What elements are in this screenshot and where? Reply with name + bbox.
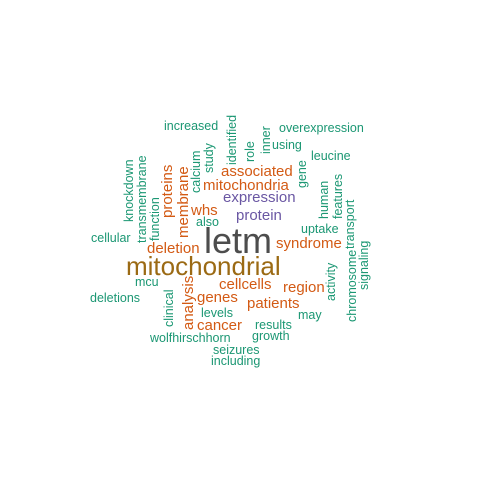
word-gene: gene: [295, 160, 309, 188]
word-genes: genes: [197, 289, 238, 306]
word-inner: inner: [259, 126, 273, 154]
word-role: role: [243, 141, 257, 162]
word-identified: identified: [225, 114, 239, 165]
word-results: results: [255, 318, 292, 332]
word-study: study: [202, 143, 216, 173]
word-transmembrane: transmembrane: [135, 155, 149, 243]
word-deletion: deletion: [147, 240, 200, 257]
word-activity: activity: [324, 262, 338, 301]
word-growth: growth: [252, 329, 290, 343]
word-also: also: [196, 215, 219, 229]
word-letm: letm: [204, 220, 273, 261]
word-wolfhirschhorn: wolfhirschhorn: [150, 331, 231, 345]
word-expression: expression: [223, 189, 296, 206]
word-including: including: [211, 354, 261, 368]
word-calcium: calcium: [189, 150, 203, 193]
word-deletions: deletions: [90, 291, 141, 305]
word-levels: levels: [201, 306, 233, 320]
word-using: using: [272, 138, 302, 152]
word-cellular: cellular: [91, 231, 131, 245]
word-human: human: [317, 180, 331, 219]
word-analysis: analysis: [180, 275, 197, 330]
word-associated: associated: [221, 163, 293, 180]
word-knockdown: knockdown: [122, 159, 136, 222]
word-transport: transport: [343, 199, 357, 249]
word-mcu: mcu: [135, 275, 159, 289]
word-cellcells: cellcells: [219, 276, 272, 293]
word-function: function: [148, 197, 162, 241]
word-may: may: [298, 308, 322, 322]
word-proteins: proteins: [159, 164, 176, 218]
word-protein: protein: [236, 207, 282, 224]
word-leucine: leucine: [311, 149, 351, 163]
word-region: region: [283, 279, 325, 296]
word-uptake: uptake: [301, 222, 339, 236]
word-signaling: signaling: [357, 240, 371, 290]
word-seizures: seizures: [213, 343, 260, 357]
word-overexpression: overexpression: [279, 121, 364, 135]
word-patients: patients: [247, 295, 300, 312]
word-cancer: cancer: [197, 317, 243, 334]
word-whs: whs: [191, 202, 218, 219]
word-mitochondria: mitochondria: [203, 177, 289, 194]
word-syndrome: syndrome: [276, 235, 342, 252]
word-clinical: clinical: [162, 289, 176, 327]
word-increased: increased: [164, 119, 219, 133]
word-mitochondrial: mitochondrial: [126, 251, 281, 281]
